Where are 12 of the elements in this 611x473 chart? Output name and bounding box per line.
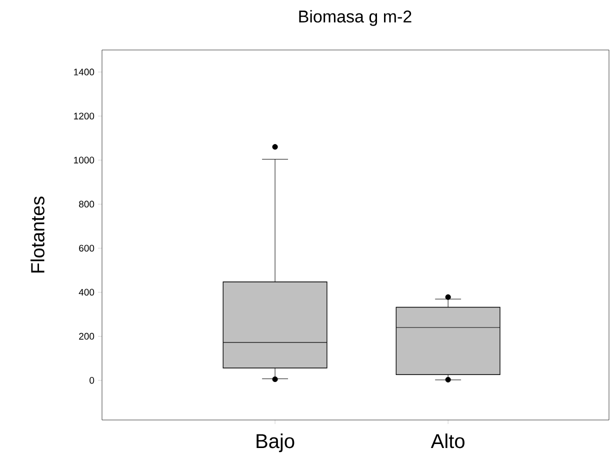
y-tick-label: 600 — [79, 244, 94, 252]
y-tick-label: 1000 — [74, 156, 94, 164]
chart-title: Biomasa g m-2 — [299, 10, 412, 26]
x-tick-label: Bajo — [256, 434, 294, 452]
y-tick-label: 400 — [78, 288, 94, 296]
x-tick-label: Alto — [430, 434, 464, 448]
y-tick-label: 200 — [79, 332, 94, 340]
y-tick-label: 800 — [79, 200, 94, 208]
y-axis-title: Flotantes — [30, 196, 44, 273]
y-tick-label: 1400 — [74, 68, 94, 76]
y-tick-label: 1200 — [74, 112, 94, 120]
y-tick-label: 0 — [90, 376, 94, 384]
